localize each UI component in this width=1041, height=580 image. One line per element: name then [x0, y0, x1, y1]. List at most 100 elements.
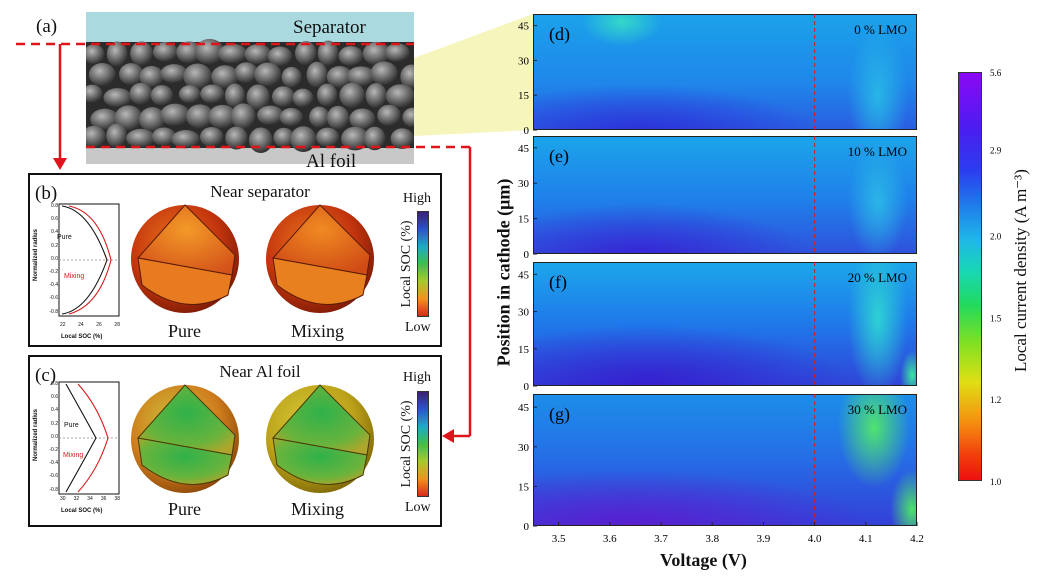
- active-particle: [271, 86, 295, 108]
- legend-b-low: Low: [405, 320, 431, 335]
- active-particle: [317, 40, 339, 66]
- chart-ylabel: Position in cathode (μm): [493, 178, 514, 367]
- y-tick-label: 45: [518, 21, 530, 33]
- y-tick-label: 15: [518, 481, 530, 493]
- heatmap-f: [533, 262, 917, 386]
- active-particle: [199, 126, 224, 147]
- heatmap-panel-label: (d): [549, 24, 570, 45]
- mini-tick-label: 30: [60, 496, 66, 502]
- colorbar-tick-label: 1.0: [990, 477, 1002, 487]
- mini-tick-label: 0.2: [51, 242, 58, 249]
- sphere-b-mixing-label: Mixing: [291, 321, 345, 341]
- mini-tick-label: 36: [100, 496, 107, 502]
- x-tick-label: 4.2: [910, 533, 924, 545]
- legend-b-high: High: [403, 191, 431, 206]
- active-particle: [183, 63, 212, 90]
- mini-b-pure-label: Pure: [57, 234, 72, 241]
- colorbar-tick-label: 5.6: [990, 68, 1002, 78]
- mini-c-yticks: 0.8 0.6 0.4 0.2 0.0 -0.2 -0.4 -0.6 -0.8: [44, 378, 58, 497]
- active-particle: [346, 66, 376, 87]
- mini-tick-label: 38: [114, 496, 120, 502]
- active-particle: [290, 126, 317, 152]
- active-particle: [176, 41, 202, 64]
- active-particle: [281, 66, 302, 88]
- cathode-cross-section: [81, 12, 424, 164]
- active-particle: [150, 85, 174, 106]
- y-tick-label: 0: [524, 249, 530, 261]
- mini-b-mixing-label: Mixing: [64, 273, 85, 280]
- active-particle: [225, 126, 248, 150]
- active-particle: [81, 125, 106, 148]
- colorbar-tick-label: 2.9: [990, 146, 1002, 156]
- sphere-b-pure: [131, 204, 239, 313]
- heatmap-lmo-annotation: 0 % LMO: [854, 22, 907, 37]
- down-arrow-head: [53, 158, 67, 170]
- active-particle: [152, 41, 178, 62]
- mini-b-yticks: 0.8 0.6 0.4 0.2 0.0 -0.2 -0.4 -0.6 -0.8: [44, 200, 58, 319]
- legend-b-colorbar: [417, 211, 429, 317]
- y-tick-label: 30: [518, 55, 530, 67]
- x-tick-label: 3.7: [654, 533, 668, 545]
- y-tick-label: 30: [518, 442, 530, 454]
- active-particle: [267, 46, 293, 67]
- mini-b-xticks: 22 24 26 28: [60, 322, 120, 328]
- sphere-b-mixing: [266, 204, 374, 313]
- colorbar-tick-label: 1.2: [990, 395, 1001, 405]
- mini-c-xlabel: Local SOC (%): [61, 508, 103, 514]
- active-particle: [139, 65, 164, 88]
- mini-tick-label: -0.6: [49, 473, 58, 480]
- mini-c-xticks: 30 32 34 36 38: [60, 496, 120, 502]
- mini-tick-label: 32: [73, 496, 80, 502]
- heatmap-g: [533, 394, 917, 526]
- heatmap-e: [533, 136, 917, 254]
- panel-b-spheres: [131, 204, 374, 313]
- active-particle: [390, 128, 414, 149]
- y-tick-label: 0: [524, 125, 530, 137]
- active-particle: [230, 103, 256, 130]
- panel-b-mini-plot: [58, 203, 120, 317]
- active-particle: [292, 88, 314, 108]
- y-tick-label: 45: [518, 402, 530, 414]
- mini-tick-label: 26: [96, 322, 102, 328]
- connector-arrows: [16, 14, 533, 443]
- active-particle: [160, 103, 191, 127]
- pure-curve-c: [65, 383, 97, 493]
- sphere-c-pure-label: Pure: [168, 499, 201, 519]
- active-particle: [194, 38, 225, 65]
- active-particle: [326, 65, 353, 88]
- mini-tick-label: 24: [78, 322, 84, 328]
- active-particle: [339, 82, 365, 109]
- x-tick-label: 3.6: [603, 533, 617, 545]
- active-particle: [234, 62, 258, 84]
- active-particle: [370, 61, 398, 86]
- mini-tick-label: -0.4: [49, 460, 58, 467]
- active-particle: [309, 106, 330, 128]
- al-foil-layer: [86, 148, 414, 164]
- mini-tick-label: 0.0: [51, 433, 58, 440]
- mini-tick-label: 0.6: [51, 216, 58, 223]
- mini-tick-label: 0.4: [51, 407, 58, 414]
- panel-b-label: (b): [35, 183, 58, 204]
- mini-tick-label: -0.2: [49, 269, 58, 276]
- mini-b-xlabel: Local SOC (%): [61, 334, 103, 340]
- panel-c-mini-plot: [58, 381, 120, 495]
- active-particle: [326, 105, 350, 130]
- mini-tick-label: -0.8: [49, 486, 58, 493]
- mixing-curve-b: [68, 205, 112, 315]
- mixing-curve-c: [77, 383, 109, 493]
- active-particle: [81, 84, 103, 103]
- active-particle: [129, 82, 153, 105]
- active-particle: [363, 126, 386, 151]
- active-particle: [130, 41, 153, 66]
- mini-tick-label: -0.6: [49, 295, 58, 302]
- heatmap-panel-label: (f): [549, 272, 567, 293]
- active-particle: [90, 108, 120, 130]
- legend-c-low: Low: [405, 500, 431, 515]
- chart-xlabel: Voltage (V): [660, 550, 747, 570]
- active-particle: [338, 45, 364, 66]
- y-tick-label: 45: [518, 143, 530, 155]
- active-particle: [254, 62, 282, 87]
- x-tick-label: 3.8: [705, 533, 719, 545]
- active-particle: [106, 41, 128, 67]
- active-particle: [186, 104, 214, 129]
